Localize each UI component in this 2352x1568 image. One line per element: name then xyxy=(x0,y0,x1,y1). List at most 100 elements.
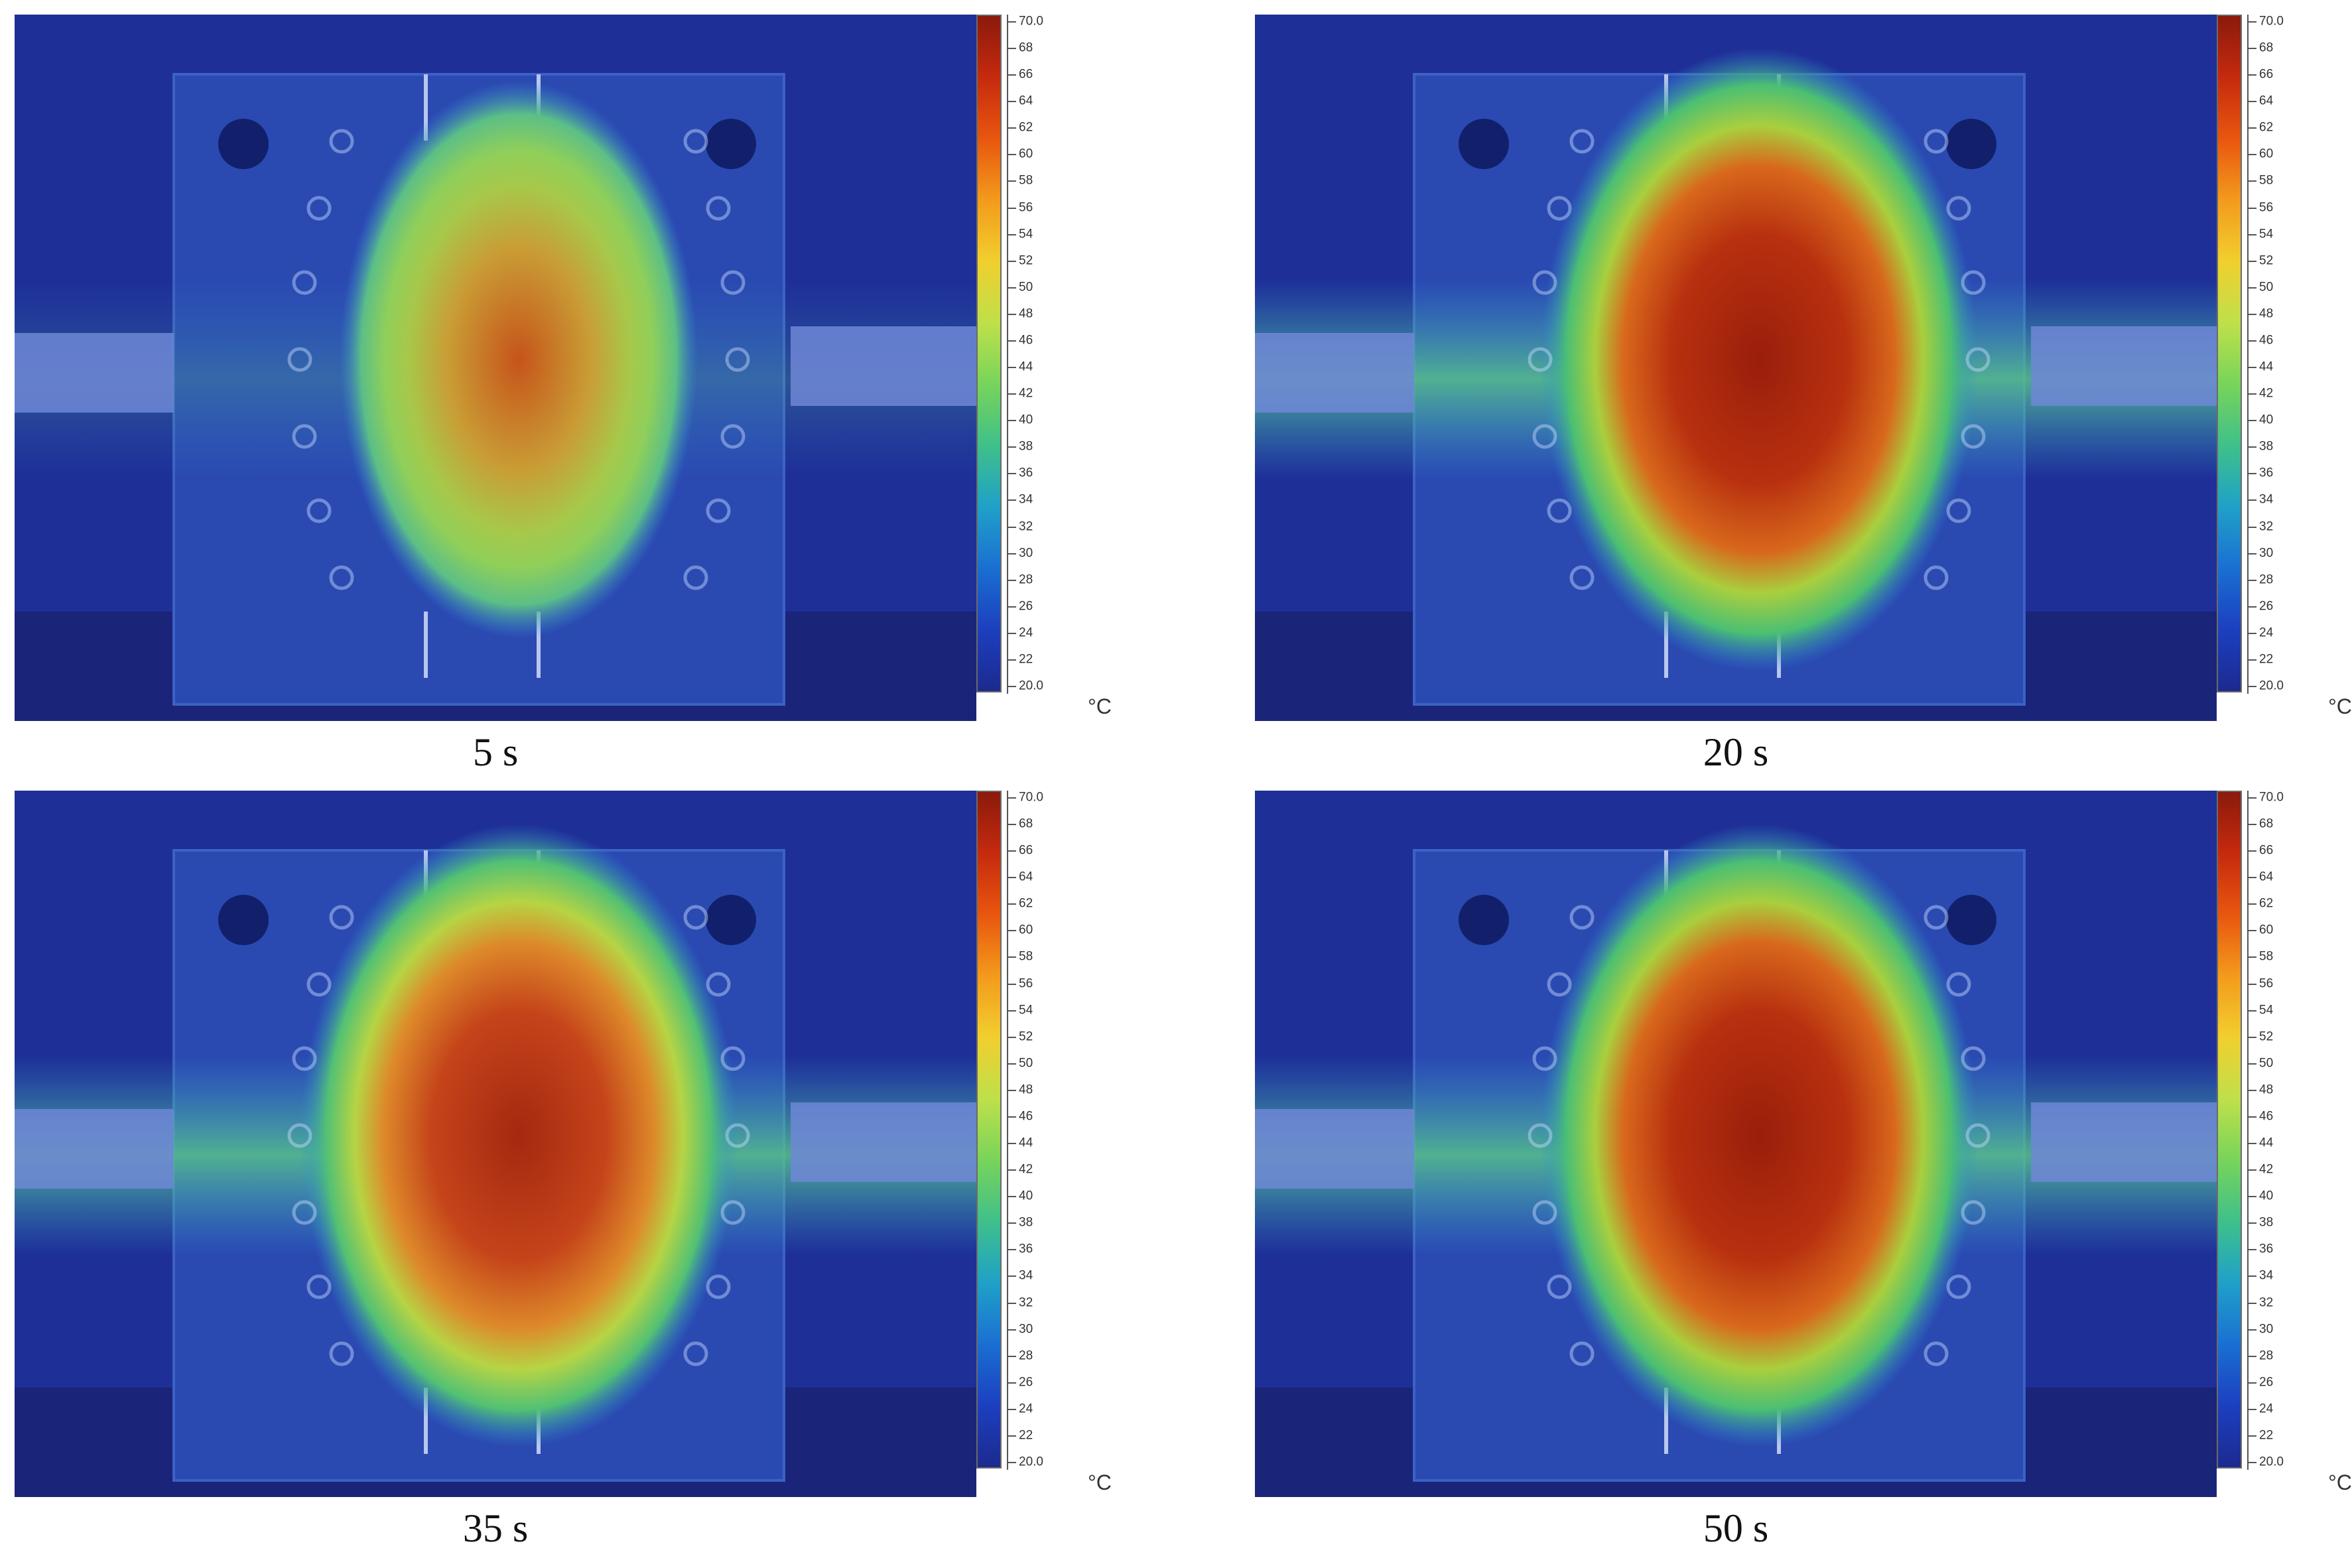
colorbar-tick-label: 20.0 xyxy=(1019,679,1043,693)
colorbar-tick-label: 60 xyxy=(2259,147,2274,161)
colorbar-tick xyxy=(2247,1222,2256,1224)
time-caption: 5 s xyxy=(472,730,519,774)
colorbar-tick-label: 68 xyxy=(2259,40,2274,55)
temperature-colorbar xyxy=(976,15,1002,692)
colorbar-tick xyxy=(1007,1089,1016,1091)
colorbar-tick-label: 22 xyxy=(1019,1428,1033,1443)
colorbar-tick xyxy=(1007,1169,1016,1171)
colorbar-tick xyxy=(2247,48,2256,50)
colorbar-tick xyxy=(2247,579,2256,581)
colorbar-tick xyxy=(1007,340,1016,342)
colorbar-tick-label: 34 xyxy=(1019,1268,1033,1283)
colorbar-tick xyxy=(2247,983,2256,985)
colorbar-tick xyxy=(1007,180,1016,182)
colorbar-tick-label: 60 xyxy=(2259,923,2274,937)
colorbar-tick-label: 22 xyxy=(2259,1428,2274,1443)
colorbar-tick xyxy=(1007,1036,1016,1038)
colorbar-tick-label: 46 xyxy=(2259,1109,2274,1124)
temperature-unit: °C xyxy=(2328,1470,2352,1494)
colorbar-tick-label: 66 xyxy=(1019,67,1033,82)
colorbar-tick-label: 34 xyxy=(2259,492,2274,507)
colorbar-tick xyxy=(1007,1408,1016,1410)
colorbar-tick-label: 42 xyxy=(2259,1162,2274,1177)
colorbar-tick-label: 36 xyxy=(2259,466,2274,480)
colorbar-tick-label: 34 xyxy=(2259,1268,2274,1283)
colorbar-tick-label: 28 xyxy=(2259,1348,2274,1363)
colorbar-tick-label: 40 xyxy=(1019,1189,1033,1203)
colorbar-tick-label: 48 xyxy=(2259,306,2274,321)
colorbar-tick xyxy=(2247,21,2256,23)
thermal-panel: 70.0 68 66 64 62 60 58 56 54 52 50 48 46 44 42 40 38 36 34… xyxy=(15,15,1116,791)
colorbar-tick xyxy=(1007,1462,1016,1463)
colorbar-tick xyxy=(1007,48,1016,50)
colorbar-tick-label: 34 xyxy=(1019,492,1033,507)
colorbar-tick-label: 56 xyxy=(1019,200,1033,215)
colorbar-tick xyxy=(2247,313,2256,315)
colorbar-tick-label: 50 xyxy=(2259,280,2274,294)
colorbar-tick xyxy=(1007,824,1016,826)
colorbar-tick xyxy=(2247,1010,2256,1012)
colorbar-tick-label: 70.0 xyxy=(2259,790,2284,805)
colorbar-tick xyxy=(1007,207,1016,209)
colorbar-tick-label: 62 xyxy=(2259,120,2274,135)
colorbar-tick-label: 56 xyxy=(1019,976,1033,991)
colorbar-tick xyxy=(1007,313,1016,315)
colorbar-tick xyxy=(2247,287,2256,289)
colorbar-tick xyxy=(2247,850,2256,852)
colorbar-tick xyxy=(1007,473,1016,475)
colorbar-tick xyxy=(1007,797,1016,799)
temperature-unit: °C xyxy=(1088,694,1112,718)
scale-axis-line xyxy=(2247,15,2249,694)
colorbar-tick xyxy=(1007,983,1016,985)
thermal-panel: 70.0 68 66 64 62 60 58 56 54 52 50 48 46 44 42 40 38 36 34… xyxy=(15,791,1116,1567)
time-caption: 50 s xyxy=(1703,1506,1769,1550)
colorbar-tick xyxy=(2247,74,2256,76)
colorbar-tick xyxy=(2247,632,2256,634)
colorbar-tick xyxy=(1007,21,1016,23)
colorbar-tick-label: 52 xyxy=(2259,253,2274,268)
colorbar-tick-label: 42 xyxy=(1019,386,1033,401)
colorbar-tick-label: 22 xyxy=(2259,652,2274,667)
colorbar-tick xyxy=(2247,659,2256,661)
colorbar-tick-label: 70.0 xyxy=(1019,14,1043,29)
colorbar-tick-label: 28 xyxy=(2259,572,2274,587)
colorbar-tick-label: 54 xyxy=(1019,227,1033,241)
colorbar-tick xyxy=(1007,1222,1016,1224)
colorbar-tick xyxy=(2247,1063,2256,1065)
colorbar-tick xyxy=(2247,956,2256,958)
colorbar-tick xyxy=(2247,1249,2256,1251)
colorbar-tick-label: 52 xyxy=(1019,253,1033,268)
thermal-image xyxy=(1255,791,2217,1497)
colorbar-tick-label: 48 xyxy=(1019,306,1033,321)
colorbar-tick-label: 32 xyxy=(1019,1295,1033,1310)
colorbar-tick xyxy=(2247,340,2256,342)
colorbar-tick-label: 68 xyxy=(1019,40,1033,55)
colorbar-tick-label: 68 xyxy=(1019,817,1033,831)
colorbar-tick-label: 26 xyxy=(2259,599,2274,614)
colorbar-tick-label: 56 xyxy=(2259,200,2274,215)
colorbar-tick xyxy=(1007,526,1016,528)
colorbar-tick-label: 66 xyxy=(2259,67,2274,82)
colorbar-tick xyxy=(2247,1302,2256,1304)
colorbar-tick xyxy=(2247,526,2256,528)
colorbar-tick xyxy=(2247,1408,2256,1410)
thermal-panel: 70.0 68 66 64 62 60 58 56 54 52 50 48 46 44 42 40 38 36 34… xyxy=(1255,791,2352,1567)
temperature-colorbar xyxy=(976,791,1002,1469)
colorbar-tick xyxy=(1007,850,1016,852)
colorbar-tick xyxy=(1007,1329,1016,1331)
thermal-image xyxy=(1255,15,2217,721)
colorbar-tick xyxy=(2247,420,2256,422)
colorbar-tick-label: 48 xyxy=(2259,1082,2274,1097)
colorbar-tick-label: 36 xyxy=(1019,1242,1033,1256)
colorbar-tick-label: 28 xyxy=(1019,572,1033,587)
colorbar-tick-label: 52 xyxy=(2259,1029,2274,1044)
colorbar-tick xyxy=(1007,367,1016,369)
colorbar-tick-label: 44 xyxy=(2259,1136,2274,1150)
scale-axis-line xyxy=(1007,15,1008,694)
colorbar-tick-label: 46 xyxy=(1019,333,1033,348)
colorbar-tick xyxy=(2247,930,2256,932)
colorbar-tick-label: 62 xyxy=(1019,896,1033,911)
colorbar-tick xyxy=(2247,797,2256,799)
colorbar-tick-label: 52 xyxy=(1019,1029,1033,1044)
colorbar-tick xyxy=(2247,1355,2256,1357)
